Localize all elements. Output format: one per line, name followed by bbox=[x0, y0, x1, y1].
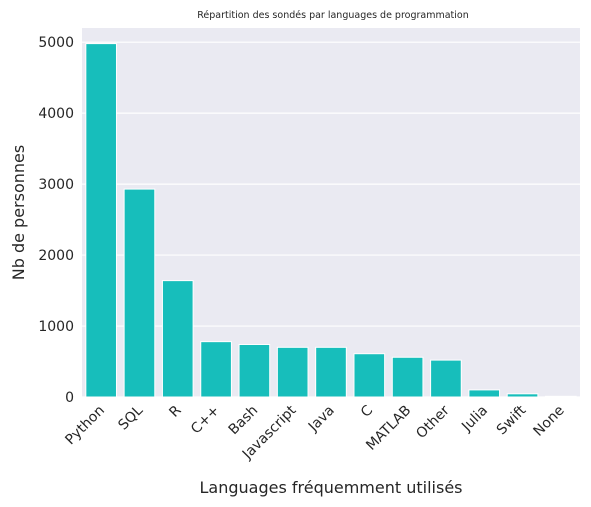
bar-julia bbox=[468, 389, 501, 398]
bar-python bbox=[85, 43, 117, 398]
bar-c- bbox=[200, 341, 232, 398]
bar-bash bbox=[238, 343, 271, 398]
y-tick-label: 3000 bbox=[38, 177, 74, 193]
y-axis-label: Nb de personnes bbox=[9, 145, 28, 280]
bar-other bbox=[430, 359, 462, 398]
x-tick-label: Python bbox=[62, 403, 108, 449]
x-tick-label: C bbox=[358, 402, 376, 420]
bar-r bbox=[161, 280, 194, 398]
y-tick-label: 5000 bbox=[38, 35, 74, 51]
y-tick-label: 0 bbox=[65, 390, 74, 406]
bars bbox=[85, 43, 577, 398]
y-tick-label: 2000 bbox=[38, 248, 74, 264]
bar-java bbox=[315, 346, 347, 398]
x-tick-label: SQL bbox=[115, 402, 146, 433]
y-tick-label: 4000 bbox=[38, 106, 74, 122]
bar-javascript bbox=[276, 346, 309, 398]
x-tick-label: Java bbox=[305, 403, 338, 436]
x-tick-label: None bbox=[531, 403, 568, 440]
chart-title: Répartition des sondés par languages de … bbox=[197, 10, 469, 21]
x-tick-label: Other bbox=[413, 402, 453, 442]
x-tick-label: Swift bbox=[494, 402, 530, 438]
y-tick-labels: 0 1000 2000 3000 4000 5000 bbox=[38, 35, 74, 406]
y-tick-label: 1000 bbox=[38, 319, 74, 335]
bar-swift bbox=[506, 393, 539, 398]
bar-sql bbox=[123, 188, 156, 398]
plot-area bbox=[82, 28, 580, 397]
x-tick-label: R bbox=[166, 402, 184, 420]
x-tick-label: C++ bbox=[188, 403, 223, 438]
bar-c bbox=[353, 353, 386, 398]
x-tick-label: Bash bbox=[226, 403, 262, 439]
bar-matlab bbox=[391, 356, 424, 398]
x-tick-label: Julia bbox=[458, 403, 491, 436]
x-axis-label: Languages fréquemment utilisés bbox=[199, 478, 462, 497]
bar-none bbox=[545, 395, 577, 398]
